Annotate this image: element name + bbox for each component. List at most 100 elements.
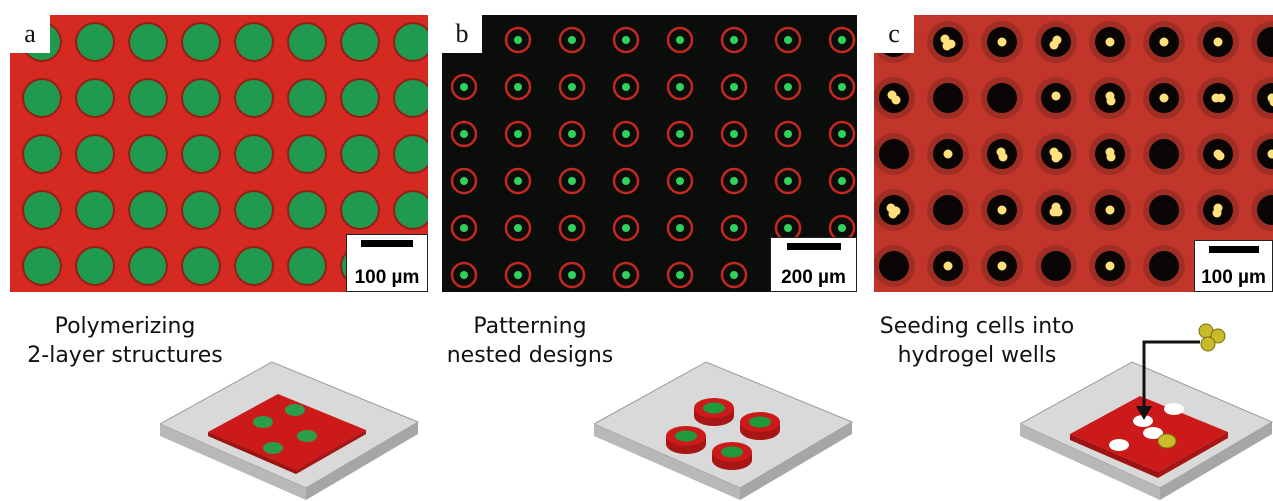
green-disc <box>183 80 219 116</box>
green-disc <box>24 248 60 284</box>
schematic-nested-designs <box>594 361 854 500</box>
inner-green-disc <box>703 402 725 414</box>
red-ring <box>828 26 856 54</box>
well <box>1143 427 1163 439</box>
green-disc <box>236 136 272 172</box>
green-disc <box>77 192 113 228</box>
slab-top <box>208 394 366 470</box>
red-ring <box>612 73 640 101</box>
green-disc <box>289 24 325 60</box>
green-center-dot <box>676 271 684 279</box>
well <box>1109 439 1129 451</box>
substrate-front <box>594 424 740 500</box>
dark-well <box>1257 195 1273 225</box>
panel-label-a: a <box>10 15 50 53</box>
green-center-dot <box>730 130 738 138</box>
green-disc <box>236 248 272 284</box>
fluorescent-cell <box>1215 151 1225 161</box>
fluorescent-cell <box>1049 40 1059 50</box>
green-disc <box>130 192 166 228</box>
scale-bar-label: 200 µm <box>781 267 846 288</box>
green-center-dot <box>460 177 468 185</box>
panel-label-c: c <box>874 15 914 53</box>
red-ring <box>666 73 694 101</box>
green-disc <box>342 24 378 60</box>
caption-b: Patterning nested designs <box>425 312 635 370</box>
dark-well <box>933 83 963 113</box>
dark-well <box>1257 27 1273 57</box>
substrate-top <box>594 361 854 489</box>
green-disc <box>130 80 166 116</box>
green-disc <box>289 136 325 172</box>
green-center-dot <box>730 224 738 232</box>
red-ring <box>504 26 532 54</box>
micrograph-panel-a: a 100 µm <box>10 15 428 292</box>
substrate-right <box>740 422 852 500</box>
red-ring <box>612 214 640 242</box>
red-ring <box>828 73 856 101</box>
green-center-dot <box>676 130 684 138</box>
slab-right <box>1158 432 1228 478</box>
scale-bar-c: 100 µm <box>1194 240 1273 292</box>
fluorescent-cell <box>1216 93 1226 103</box>
red-ring <box>558 214 586 242</box>
inner-green-disc <box>749 416 771 428</box>
green-disc <box>130 136 166 172</box>
green-center-dot <box>730 271 738 279</box>
green-center-dot <box>568 224 576 232</box>
green-center-dot <box>568 177 576 185</box>
green-disc <box>395 192 428 228</box>
dark-well <box>1041 251 1071 281</box>
green-center-dot <box>838 224 846 232</box>
green-center-dot <box>460 224 468 232</box>
fluorescent-cell <box>891 95 901 105</box>
fluorescent-cell <box>943 261 953 271</box>
green-center-dot <box>730 83 738 91</box>
well <box>1133 415 1153 427</box>
fluorescent-cell <box>943 149 953 159</box>
green-disc <box>236 80 272 116</box>
arrow-head <box>1136 406 1152 420</box>
green-disc <box>289 248 325 284</box>
fluorescent-cell <box>997 37 1007 47</box>
green-center-dot <box>622 83 630 91</box>
red-ring <box>720 73 748 101</box>
green-center-dot <box>568 130 576 138</box>
red-ring <box>612 261 640 289</box>
slab-front <box>1070 434 1158 478</box>
substrate-right <box>306 422 418 500</box>
green-disc <box>183 136 219 172</box>
green-center-dot <box>730 36 738 44</box>
red-ring <box>612 167 640 195</box>
red-ring <box>558 73 586 101</box>
red-ring <box>720 120 748 148</box>
red-ring <box>504 214 532 242</box>
green-disc <box>183 248 219 284</box>
fluorescent-cell <box>1051 153 1061 163</box>
inner-green-disc <box>675 430 697 442</box>
red-ring <box>504 120 532 148</box>
green-disc <box>24 80 60 116</box>
red-ring <box>450 73 478 101</box>
green-center-dot <box>568 271 576 279</box>
caption-b-line-2: nested designs <box>446 343 614 368</box>
red-ring <box>450 261 478 289</box>
green-center-dot <box>730 177 738 185</box>
green-center-dot <box>838 177 846 185</box>
green-disc <box>289 80 325 116</box>
green-center-dot <box>676 224 684 232</box>
scale-bar-line <box>786 243 841 250</box>
red-ring <box>558 26 586 54</box>
green-disc <box>395 80 428 116</box>
green-center-dot <box>676 83 684 91</box>
red-ring <box>720 261 748 289</box>
micrograph-c-image <box>874 15 1273 292</box>
green-disc <box>342 136 378 172</box>
scale-bar-line <box>361 240 413 247</box>
fluorescent-cell <box>1051 91 1061 101</box>
arrow-line <box>1142 340 1200 410</box>
fluorescent-cell <box>940 34 950 44</box>
substrate-front <box>1020 424 1160 500</box>
green-disc <box>342 192 378 228</box>
green-center-dot <box>514 224 522 232</box>
